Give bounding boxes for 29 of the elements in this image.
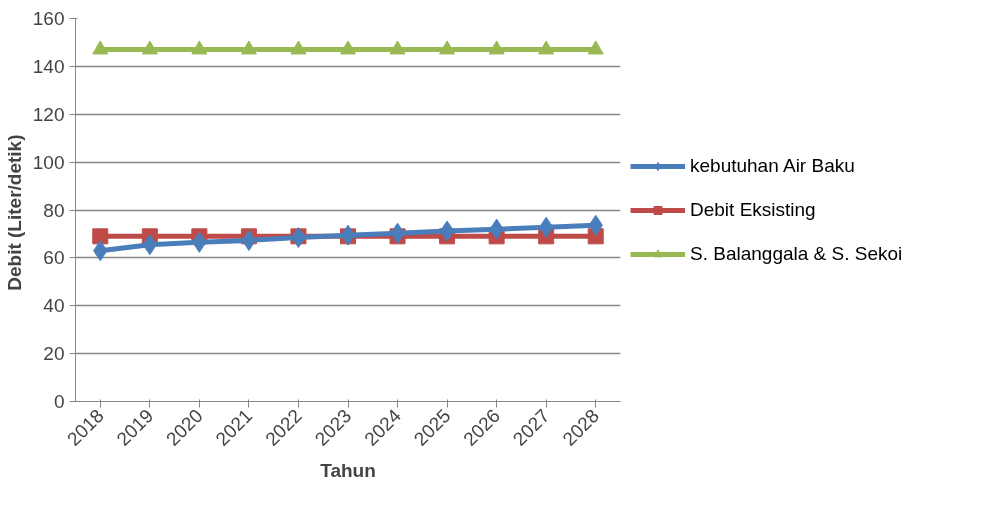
point [439, 220, 455, 242]
legend-label: Debit Eksisting [690, 197, 816, 222]
point [488, 40, 505, 55]
y-axis-title: Debit (Liter/detik) [3, 134, 25, 291]
point [389, 40, 406, 55]
point [92, 228, 109, 245]
point [340, 40, 356, 55]
point [587, 40, 604, 55]
point [141, 40, 158, 55]
point [439, 40, 456, 55]
legend-label: S. Balanggala & S. Sekoi [690, 241, 903, 266]
y-tick-label: 40 [43, 295, 65, 317]
point [191, 40, 208, 55]
point [241, 229, 257, 251]
x-axis-title: Tahun [320, 459, 376, 481]
y-tick-label: 160 [32, 8, 65, 29]
y-tick-label: 80 [43, 199, 65, 221]
y-tick-label: 100 [32, 151, 65, 173]
point [538, 40, 555, 55]
point [240, 40, 257, 55]
point [340, 224, 356, 246]
legend-label: kebutuhan Air Baku [690, 153, 855, 178]
point [290, 40, 307, 55]
y-tick-label: 120 [32, 103, 65, 125]
y-tick-label: 140 [32, 55, 65, 77]
point [92, 40, 109, 55]
y-tick-label: 0 [53, 391, 65, 412]
y-tick-label: 60 [43, 247, 65, 269]
y-tick-label: 20 [43, 343, 65, 365]
